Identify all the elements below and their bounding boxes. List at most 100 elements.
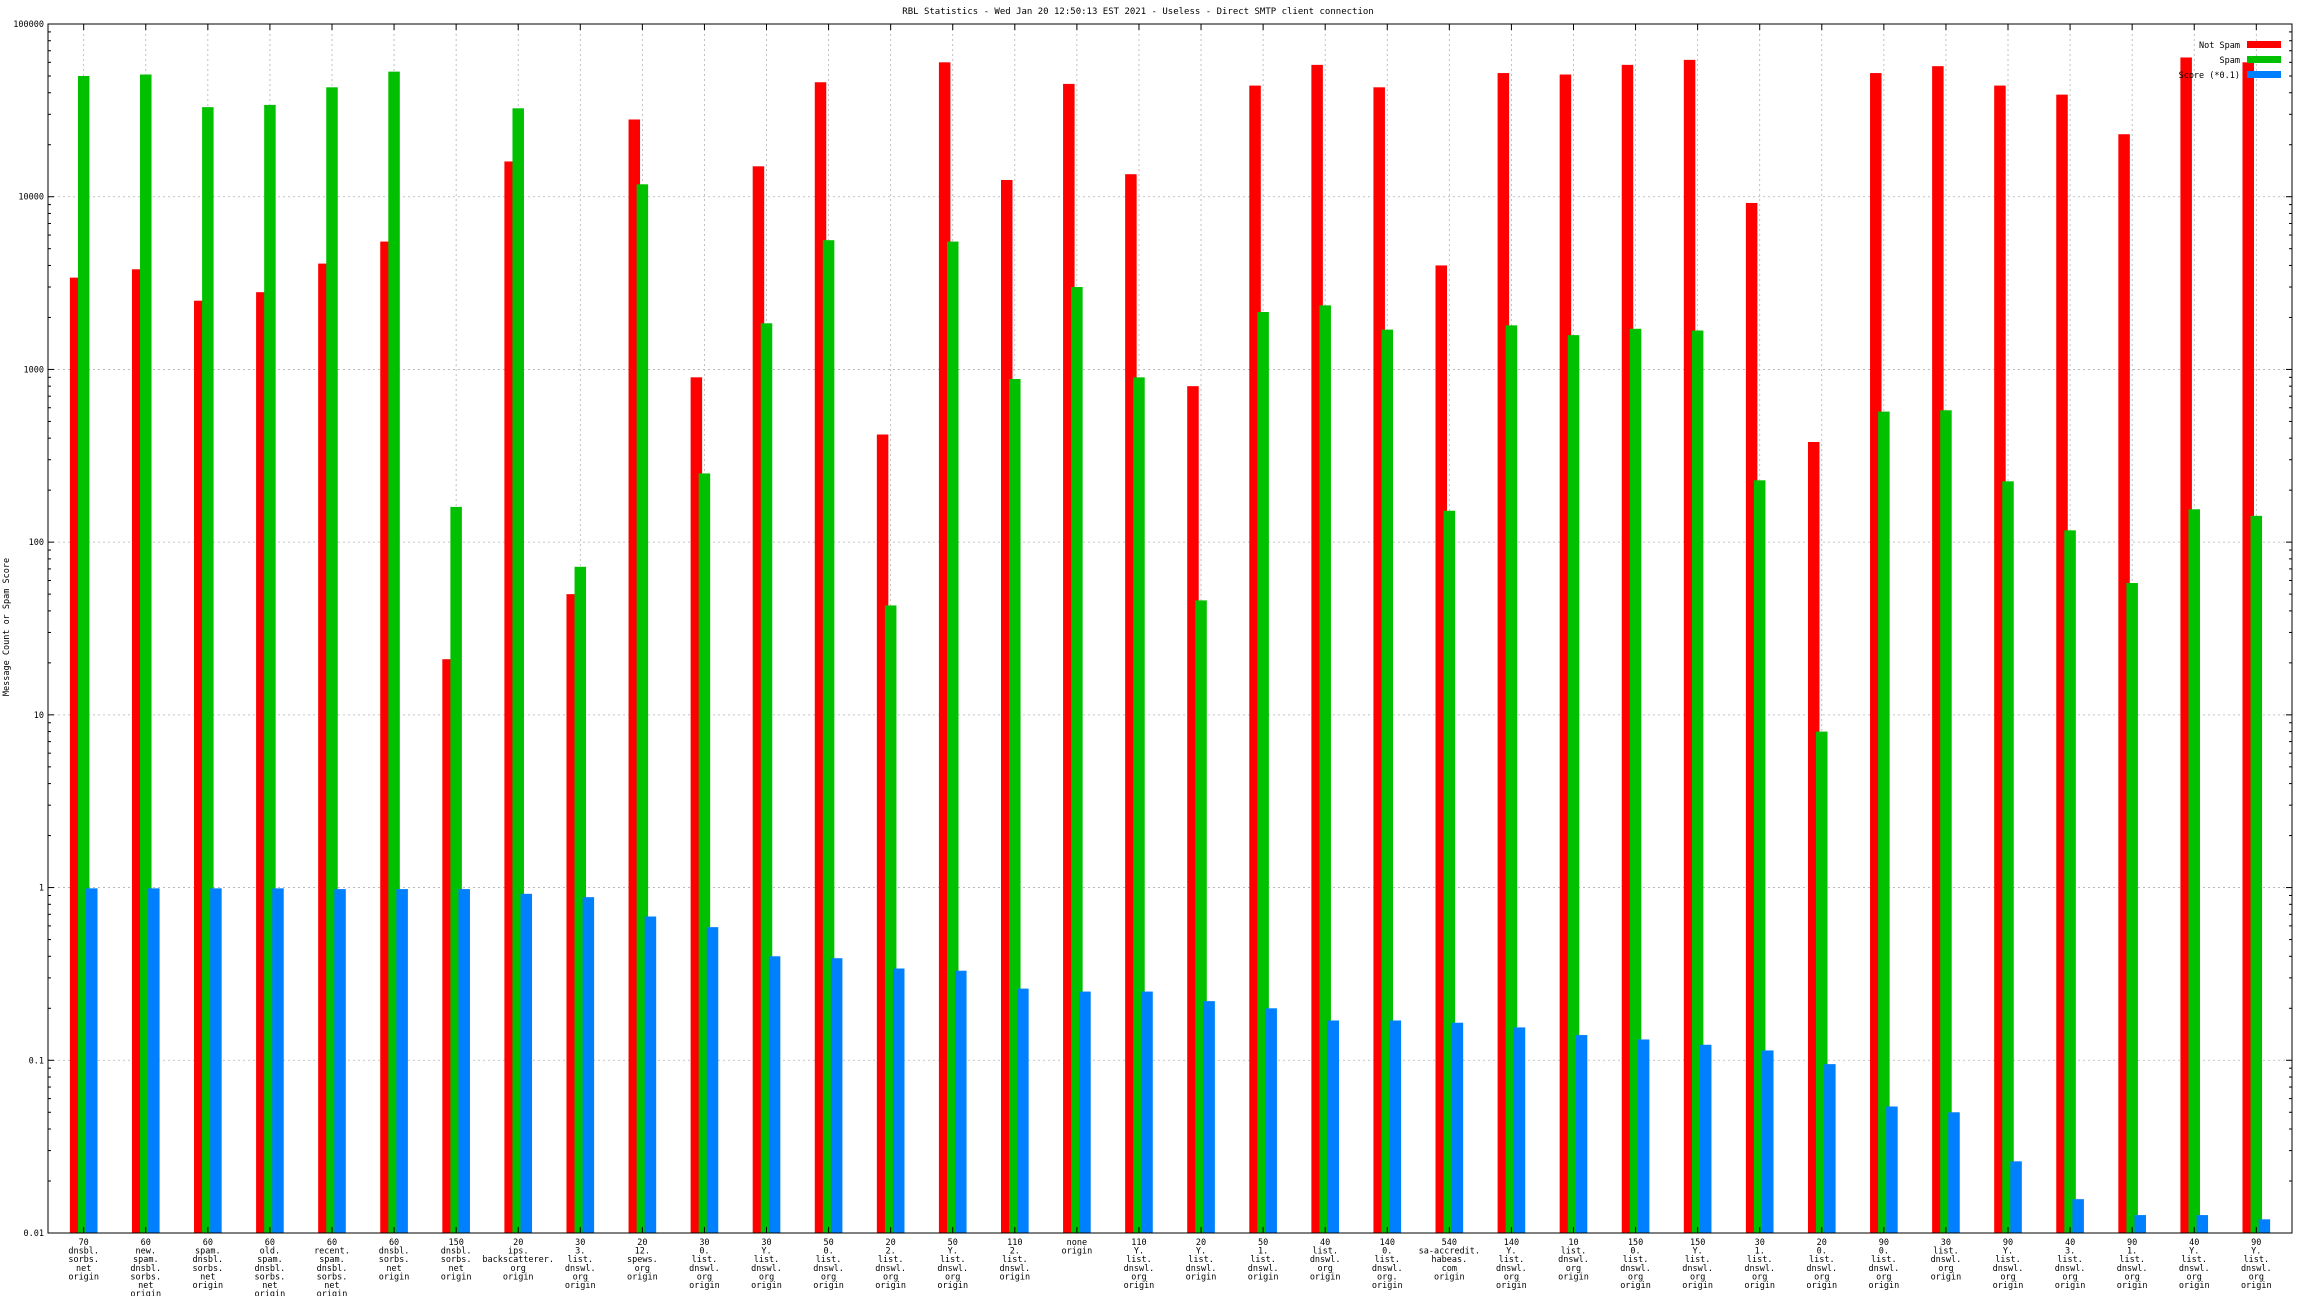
bar bbox=[574, 566, 587, 1233]
bar bbox=[1071, 287, 1083, 1233]
bar bbox=[326, 87, 338, 1234]
bar bbox=[1816, 731, 1828, 1233]
bar bbox=[892, 968, 905, 1233]
y-axis-label: Message Count or Spam Score bbox=[2, 558, 12, 696]
bar bbox=[698, 473, 711, 1233]
legend-swatch bbox=[2247, 41, 2281, 48]
bar bbox=[1762, 1050, 1774, 1233]
x-axis-ticks: 70 dnsbl. sorbs. net origin 60 new. spam. dnsbl.… bbox=[68, 24, 2272, 1296]
x-tick-label: 20 0. list. dnswl. org origin bbox=[1806, 1238, 1837, 1291]
bar bbox=[520, 893, 533, 1233]
bar bbox=[955, 970, 967, 1233]
y-tick-label: 1 bbox=[39, 884, 44, 894]
x-tick-label: none origin bbox=[1062, 1238, 1093, 1257]
bar bbox=[1870, 73, 1882, 1233]
bar bbox=[442, 659, 454, 1233]
bar bbox=[1133, 377, 1145, 1233]
bar bbox=[1629, 328, 1642, 1233]
x-tick-label: 90 0. list. dnswl. org origin bbox=[1868, 1238, 1899, 1291]
bar bbox=[876, 434, 889, 1234]
bar bbox=[830, 958, 843, 1233]
bars bbox=[69, 57, 2271, 1234]
legend-label: Score (*0.1) bbox=[2179, 71, 2240, 81]
bar bbox=[582, 897, 595, 1233]
x-tick-label: 60 spam. dnsbl. sorbs. net origin bbox=[192, 1238, 223, 1291]
bar bbox=[1886, 1106, 1898, 1233]
bar bbox=[396, 889, 408, 1233]
bar bbox=[194, 300, 206, 1234]
bar bbox=[1699, 1044, 1712, 1233]
bar bbox=[1017, 988, 1029, 1233]
bar bbox=[77, 75, 90, 1233]
x-tick-label: 150 dnsbl. sorbs. net origin bbox=[441, 1238, 472, 1282]
bar bbox=[256, 292, 268, 1233]
bar bbox=[388, 71, 400, 1234]
legend-swatch bbox=[2247, 71, 2281, 78]
bar bbox=[938, 62, 951, 1234]
bar bbox=[2064, 530, 2076, 1233]
x-tick-label: 150 0. list. dnswl. org origin bbox=[1620, 1238, 1651, 1291]
bar bbox=[210, 888, 222, 1233]
bar bbox=[1575, 1035, 1588, 1233]
x-tick-label: 110 Y. list. dnswl. org origin bbox=[1124, 1238, 1155, 1291]
x-tick-label: 40 Y. list. dnswl. org origin bbox=[2179, 1238, 2210, 1291]
x-tick-label: 60 new. spam. dnsbl. sorbs. net origin bbox=[130, 1238, 161, 1296]
bar bbox=[380, 241, 392, 1233]
plot-frame bbox=[47, 23, 2293, 1234]
y-tick-label: 10 bbox=[34, 711, 44, 721]
bar bbox=[504, 161, 516, 1234]
x-tick-label: 60 dnsbl. sorbs. net origin bbox=[379, 1238, 410, 1282]
bar bbox=[1079, 991, 1091, 1233]
bar bbox=[814, 82, 827, 1233]
bar bbox=[1683, 59, 1696, 1233]
bar bbox=[1691, 330, 1704, 1234]
y-tick-label: 100000 bbox=[13, 20, 44, 30]
bar bbox=[1257, 312, 1269, 1233]
bar bbox=[2118, 134, 2130, 1233]
y-tick-label: 1000 bbox=[24, 365, 44, 375]
bar bbox=[1249, 85, 1261, 1234]
legend-swatch bbox=[2247, 56, 2281, 63]
bar bbox=[86, 888, 98, 1233]
bar bbox=[2196, 1215, 2209, 1233]
y-tick-label: 100 bbox=[29, 538, 44, 548]
x-tick-label: 140 Y. list. dnswl. org origin bbox=[1496, 1238, 1527, 1291]
x-tick-label: 90 Y. list. dnswl. org origin bbox=[1993, 1238, 2024, 1291]
bar bbox=[1994, 85, 2006, 1234]
x-tick-label: 150 Y. list. dnswl. org origin bbox=[1682, 1238, 1713, 1291]
bar bbox=[752, 166, 765, 1234]
x-tick-label: 110 2. list. dnswl. origin bbox=[999, 1238, 1030, 1282]
legend-label: Not Spam bbox=[2199, 41, 2240, 51]
legend-label: Spam bbox=[2220, 56, 2240, 66]
x-tick-label: 40 3. list. dnswl. org origin bbox=[2055, 1238, 2086, 1291]
bar bbox=[1451, 1022, 1464, 1233]
bar bbox=[1567, 335, 1580, 1233]
bar bbox=[148, 888, 160, 1233]
bar bbox=[644, 916, 657, 1233]
bar bbox=[822, 240, 835, 1233]
bar bbox=[2188, 509, 2200, 1233]
bar bbox=[2258, 1219, 2271, 1233]
bar bbox=[450, 506, 462, 1233]
bar bbox=[706, 927, 719, 1233]
bar bbox=[690, 377, 703, 1233]
bar bbox=[2010, 1161, 2022, 1233]
bar bbox=[69, 277, 82, 1233]
bar bbox=[1265, 1008, 1277, 1233]
x-tick-label: 60 recent. spam. dnsbl. sorbs. net origin bbox=[314, 1238, 350, 1296]
bar bbox=[760, 323, 773, 1234]
bar bbox=[636, 184, 649, 1234]
x-tick-label: 70 dnsbl. sorbs. net origin bbox=[68, 1238, 99, 1282]
bar bbox=[1000, 179, 1013, 1233]
bar bbox=[1559, 74, 1572, 1233]
bar bbox=[1824, 1064, 1836, 1233]
x-tick-label: 50 Y. list. dnswl. org origin bbox=[937, 1238, 968, 1291]
x-tick-label: 30 3. list. dnswl. org origin bbox=[565, 1238, 596, 1291]
bar bbox=[1497, 73, 1510, 1233]
bar bbox=[1389, 1020, 1402, 1233]
bar bbox=[1311, 64, 1323, 1233]
bar bbox=[1878, 411, 1890, 1233]
x-tick-label: 30 list. dnswl. org origin bbox=[1931, 1238, 1962, 1282]
bar bbox=[458, 889, 470, 1233]
bar bbox=[1807, 442, 1820, 1233]
